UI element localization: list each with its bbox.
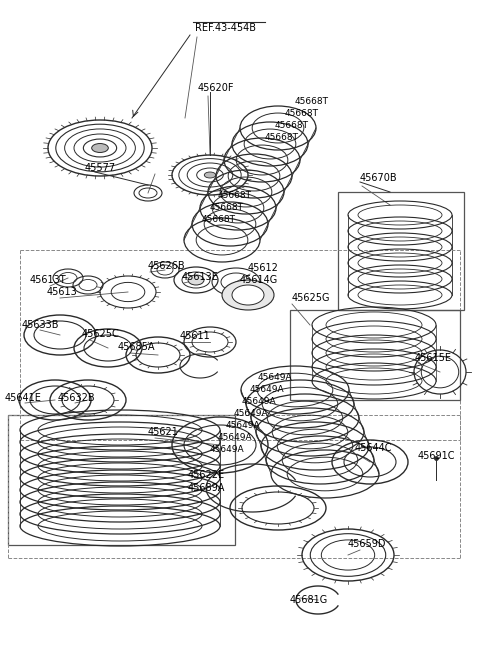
Text: 45613E: 45613E xyxy=(182,272,219,282)
Ellipse shape xyxy=(92,143,108,153)
Text: 45691C: 45691C xyxy=(418,451,456,461)
Ellipse shape xyxy=(232,285,264,305)
Text: 45668T: 45668T xyxy=(275,121,309,131)
Text: 45668T: 45668T xyxy=(202,216,236,224)
Text: 45612: 45612 xyxy=(248,263,279,273)
Text: 45649A: 45649A xyxy=(250,385,285,395)
Text: 45668T: 45668T xyxy=(285,109,319,119)
Text: 45615E: 45615E xyxy=(415,353,452,363)
Text: 45577: 45577 xyxy=(85,163,116,173)
Text: 45613: 45613 xyxy=(47,287,78,297)
Text: 45681G: 45681G xyxy=(290,595,328,605)
Text: 45611: 45611 xyxy=(180,331,211,341)
Text: 45632B: 45632B xyxy=(58,393,96,403)
Text: 45649A: 45649A xyxy=(242,397,276,407)
Ellipse shape xyxy=(204,172,216,178)
Text: 45668T: 45668T xyxy=(295,98,329,107)
Text: 45670B: 45670B xyxy=(360,173,397,183)
Text: 45649A: 45649A xyxy=(218,433,252,442)
Text: 45625C: 45625C xyxy=(82,329,120,339)
Text: 45626B: 45626B xyxy=(148,261,186,271)
Text: 45620F: 45620F xyxy=(198,83,235,93)
Text: 45649A: 45649A xyxy=(226,421,261,431)
Text: 45613T: 45613T xyxy=(30,275,67,285)
Text: 45633B: 45633B xyxy=(22,320,60,330)
Text: 45659D: 45659D xyxy=(348,539,386,549)
Text: 45614G: 45614G xyxy=(240,275,278,285)
Text: 45649A: 45649A xyxy=(234,409,269,419)
Text: 45622E: 45622E xyxy=(188,470,225,480)
Text: 45668T: 45668T xyxy=(218,192,252,200)
Text: 45621: 45621 xyxy=(148,427,179,437)
Ellipse shape xyxy=(222,280,274,310)
Text: 45689A: 45689A xyxy=(188,483,226,493)
Text: REF.43-454B: REF.43-454B xyxy=(195,23,256,33)
Text: 45685A: 45685A xyxy=(118,342,156,352)
Text: 45641E: 45641E xyxy=(5,393,42,403)
Text: 45649A: 45649A xyxy=(258,373,293,383)
Text: 45649A: 45649A xyxy=(210,446,245,454)
Text: 45625G: 45625G xyxy=(292,293,331,303)
Text: 45668T: 45668T xyxy=(210,204,244,212)
Text: 45644C: 45644C xyxy=(355,443,393,453)
Text: 45668T: 45668T xyxy=(265,133,299,143)
Ellipse shape xyxy=(188,275,204,285)
